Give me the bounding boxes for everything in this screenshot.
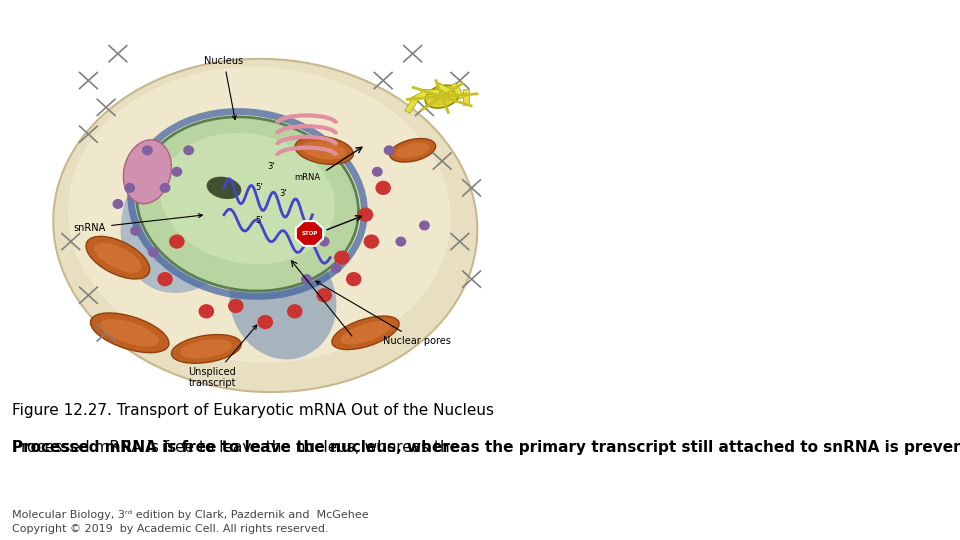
Bar xyxy=(463,89,468,105)
Circle shape xyxy=(200,305,213,318)
Ellipse shape xyxy=(295,136,353,164)
Circle shape xyxy=(143,146,152,154)
Text: 5': 5' xyxy=(255,184,263,192)
Text: Molecular Biology, 3ʳᵈ edition by Clark, Pazdernik and  McGehee
Copyright © 2019: Molecular Biology, 3ʳᵈ edition by Clark,… xyxy=(12,510,369,534)
Circle shape xyxy=(113,200,123,208)
Text: mRNA: mRNA xyxy=(295,173,321,181)
Circle shape xyxy=(320,237,329,246)
Circle shape xyxy=(301,275,311,284)
Ellipse shape xyxy=(123,140,172,204)
Circle shape xyxy=(172,167,181,176)
Ellipse shape xyxy=(90,313,169,353)
Ellipse shape xyxy=(425,85,459,108)
Bar xyxy=(405,97,419,113)
Ellipse shape xyxy=(396,143,430,158)
Circle shape xyxy=(420,221,429,229)
Circle shape xyxy=(160,184,170,192)
Ellipse shape xyxy=(94,242,141,273)
Circle shape xyxy=(228,300,243,313)
Bar xyxy=(451,83,465,99)
Ellipse shape xyxy=(172,335,241,363)
Text: STOP: STOP xyxy=(301,231,318,236)
Circle shape xyxy=(131,226,140,235)
Ellipse shape xyxy=(68,67,451,362)
Text: Nucleus: Nucleus xyxy=(204,56,244,119)
Ellipse shape xyxy=(121,137,256,293)
Text: Nuclear pores: Nuclear pores xyxy=(316,281,451,346)
Circle shape xyxy=(396,237,405,246)
Text: 3': 3' xyxy=(279,189,287,198)
Text: 5': 5' xyxy=(255,215,263,225)
Text: Processed m​RNA is free to leave the nucleus, whereas the primary transcript sti: Processed m​RNA is free to leave the nuc… xyxy=(12,440,960,455)
Text: snRNA: snRNA xyxy=(74,214,203,233)
Ellipse shape xyxy=(229,242,336,359)
Circle shape xyxy=(158,273,172,286)
Ellipse shape xyxy=(53,59,477,392)
Circle shape xyxy=(335,251,349,264)
Ellipse shape xyxy=(180,339,232,359)
Circle shape xyxy=(364,235,378,248)
Ellipse shape xyxy=(136,117,358,291)
Bar xyxy=(409,91,427,104)
Circle shape xyxy=(149,248,158,256)
Text: Processed m​RNA is free to leave the nucleus, whereas the: Processed m​RNA is free to leave the nuc… xyxy=(0,539,1,540)
Text: 3': 3' xyxy=(267,162,275,171)
Bar xyxy=(421,89,439,94)
Ellipse shape xyxy=(86,237,150,279)
Circle shape xyxy=(288,305,301,318)
Circle shape xyxy=(125,184,134,192)
Circle shape xyxy=(170,235,184,248)
Circle shape xyxy=(384,146,394,154)
Ellipse shape xyxy=(341,321,391,345)
Circle shape xyxy=(317,289,331,302)
Text: Processed m​RNA is free to leave the nucleus, whereas the: Processed m​RNA is free to leave the nuc… xyxy=(12,440,464,455)
Ellipse shape xyxy=(332,316,399,349)
Ellipse shape xyxy=(390,139,436,162)
Bar xyxy=(436,83,454,96)
Circle shape xyxy=(358,208,372,221)
Text: Unspliced
transcript: Unspliced transcript xyxy=(188,325,256,388)
Circle shape xyxy=(184,146,193,154)
Circle shape xyxy=(331,264,341,273)
Text: Figure 12.27. Transport of Eukaryotic m​RNA Out of the Nucleus: Figure 12.27. Transport of Eukaryotic m​… xyxy=(12,403,493,417)
Ellipse shape xyxy=(206,177,241,199)
Circle shape xyxy=(376,181,391,194)
Ellipse shape xyxy=(101,319,159,347)
Circle shape xyxy=(347,273,361,286)
Ellipse shape xyxy=(160,133,335,264)
Circle shape xyxy=(258,316,273,328)
Ellipse shape xyxy=(302,141,346,160)
Circle shape xyxy=(372,167,382,176)
